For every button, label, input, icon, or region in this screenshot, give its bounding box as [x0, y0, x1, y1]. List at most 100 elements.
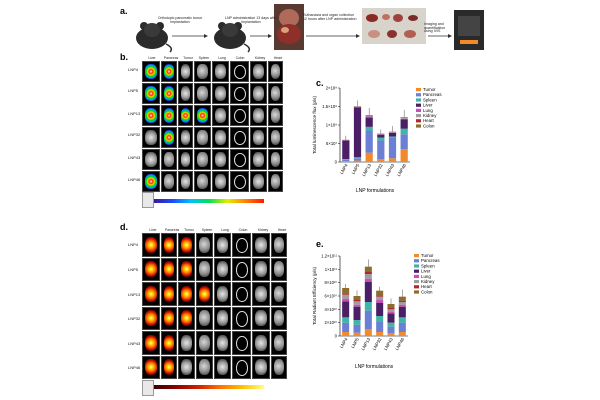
organ-image-tile	[161, 127, 177, 148]
bar-segment-pancreas	[377, 140, 385, 160]
organ-shape	[163, 86, 175, 101]
bar-segment-liver	[400, 119, 408, 129]
organ-shape	[163, 310, 175, 327]
col-header: Liver	[148, 56, 156, 60]
bar-segment-colon	[398, 296, 406, 301]
organ-shape	[180, 334, 193, 351]
bar-segment-liver	[365, 117, 373, 127]
bar-segment-tumor	[365, 152, 373, 162]
organ-image-tile	[142, 257, 160, 281]
row-label: LNP43	[128, 155, 141, 160]
organ-image-tile	[161, 331, 177, 355]
bar-segment-spleen	[377, 137, 385, 141]
bar-segment-spleen	[342, 159, 350, 160]
bar-segment-tumor	[342, 161, 350, 162]
bar-segment-spleen	[353, 320, 361, 325]
organ-image-tile	[178, 171, 193, 192]
col-header: Colon	[235, 56, 245, 60]
organ-image-tile	[194, 105, 211, 126]
organ-image-tile	[252, 233, 270, 257]
organ-image-tile	[161, 233, 177, 257]
organ-shape	[236, 237, 249, 254]
bar-segment-liver	[376, 302, 384, 316]
legend-swatch	[416, 124, 421, 128]
organ-image-tile	[212, 171, 229, 192]
x-tick-label: LNP5	[351, 163, 361, 175]
legend-label: Tumor	[423, 87, 436, 92]
organ-shape	[144, 152, 158, 167]
organ-image-tile	[214, 282, 231, 306]
organ-shape	[163, 130, 175, 145]
organ-image-tile	[161, 149, 177, 170]
organ-image-tile	[252, 331, 270, 355]
organ-image-tile	[142, 282, 160, 306]
organ-image-tile	[196, 355, 213, 379]
organ-shape	[254, 236, 268, 253]
legend-swatch	[414, 269, 419, 273]
organ-shape	[144, 174, 158, 189]
organ-image-tile	[271, 331, 287, 355]
organ-image-tile	[252, 306, 270, 330]
luminescence-colorbar	[154, 199, 264, 203]
organ-image-tile	[194, 171, 211, 192]
organ-image-tile	[142, 306, 160, 330]
col-header: Spleen	[201, 228, 213, 232]
organ-image-tile	[230, 127, 249, 148]
organ-shape	[273, 334, 285, 351]
y-tick-label: 2×10¹⁰	[324, 320, 337, 325]
organs-photo	[362, 8, 426, 44]
organ-image-tile	[142, 127, 160, 148]
organ-shape	[254, 310, 268, 327]
organ-image-tile	[212, 61, 229, 82]
organ-shape	[273, 261, 285, 278]
bar-segment-heart	[353, 300, 361, 302]
organ-image-tile	[212, 83, 229, 104]
y-tick-label: 1.2×10¹¹	[321, 254, 337, 259]
organ-image-tile	[268, 61, 283, 82]
y-axis-label: Total Radiant Efficiency (p/s)	[312, 266, 317, 325]
organ-image-tile	[196, 282, 213, 306]
organ-image-tile	[214, 306, 231, 330]
organ-image-tile	[142, 355, 160, 379]
organ-image-tile	[250, 105, 267, 126]
bar-segment-pancreas	[342, 322, 350, 332]
organ-image-tile	[230, 171, 249, 192]
row-label: LNP13	[128, 111, 141, 116]
organ-shape	[270, 152, 281, 167]
row-label: LNP5	[128, 88, 139, 93]
legend-label: Heart	[421, 284, 433, 289]
organ-image-tile	[194, 83, 211, 104]
organ-image-tile	[194, 127, 211, 148]
organ-shape	[236, 286, 249, 303]
x-tick-label: LNP4	[339, 163, 349, 175]
bar-segment-liver	[353, 107, 362, 158]
organ-shape	[144, 285, 158, 302]
bar-segment-pancreas	[400, 134, 408, 150]
bar-segment-tumor	[376, 332, 384, 336]
organ-shape	[252, 152, 265, 167]
organ-shape	[144, 86, 158, 101]
organ-shape	[254, 359, 268, 376]
organ-image-tile	[232, 282, 251, 306]
bar-segment-pancreas	[364, 310, 372, 330]
organ-image-tile	[271, 233, 287, 257]
organ-shape	[236, 360, 249, 376]
bar-segment-pancreas	[376, 322, 384, 332]
bar-segment-tumor	[353, 332, 361, 336]
organ-image-tile	[268, 149, 283, 170]
organ-shape	[216, 236, 229, 253]
col-header: Pancreas	[163, 56, 179, 60]
step4-text: Imaging and quantification using IVIS	[424, 22, 446, 34]
organ-image-tile	[230, 83, 249, 104]
organ-shape	[196, 64, 209, 79]
organ-image-tile	[271, 257, 287, 281]
organ-shape	[180, 285, 193, 302]
organ-image-tile	[161, 171, 177, 192]
chart-e: 0 2×10¹⁰ 4×10¹⁰ 6×10¹⁰ 8×10¹⁰ 1×10¹¹ 1.2×10¹¹ T…	[312, 253, 440, 370]
bar-segment-liver	[364, 282, 372, 302]
col-header: Heart	[273, 56, 283, 60]
organ-shape	[144, 334, 158, 351]
organ-shape	[180, 261, 193, 278]
organ-shape	[270, 130, 281, 145]
organ-shape	[252, 108, 265, 123]
